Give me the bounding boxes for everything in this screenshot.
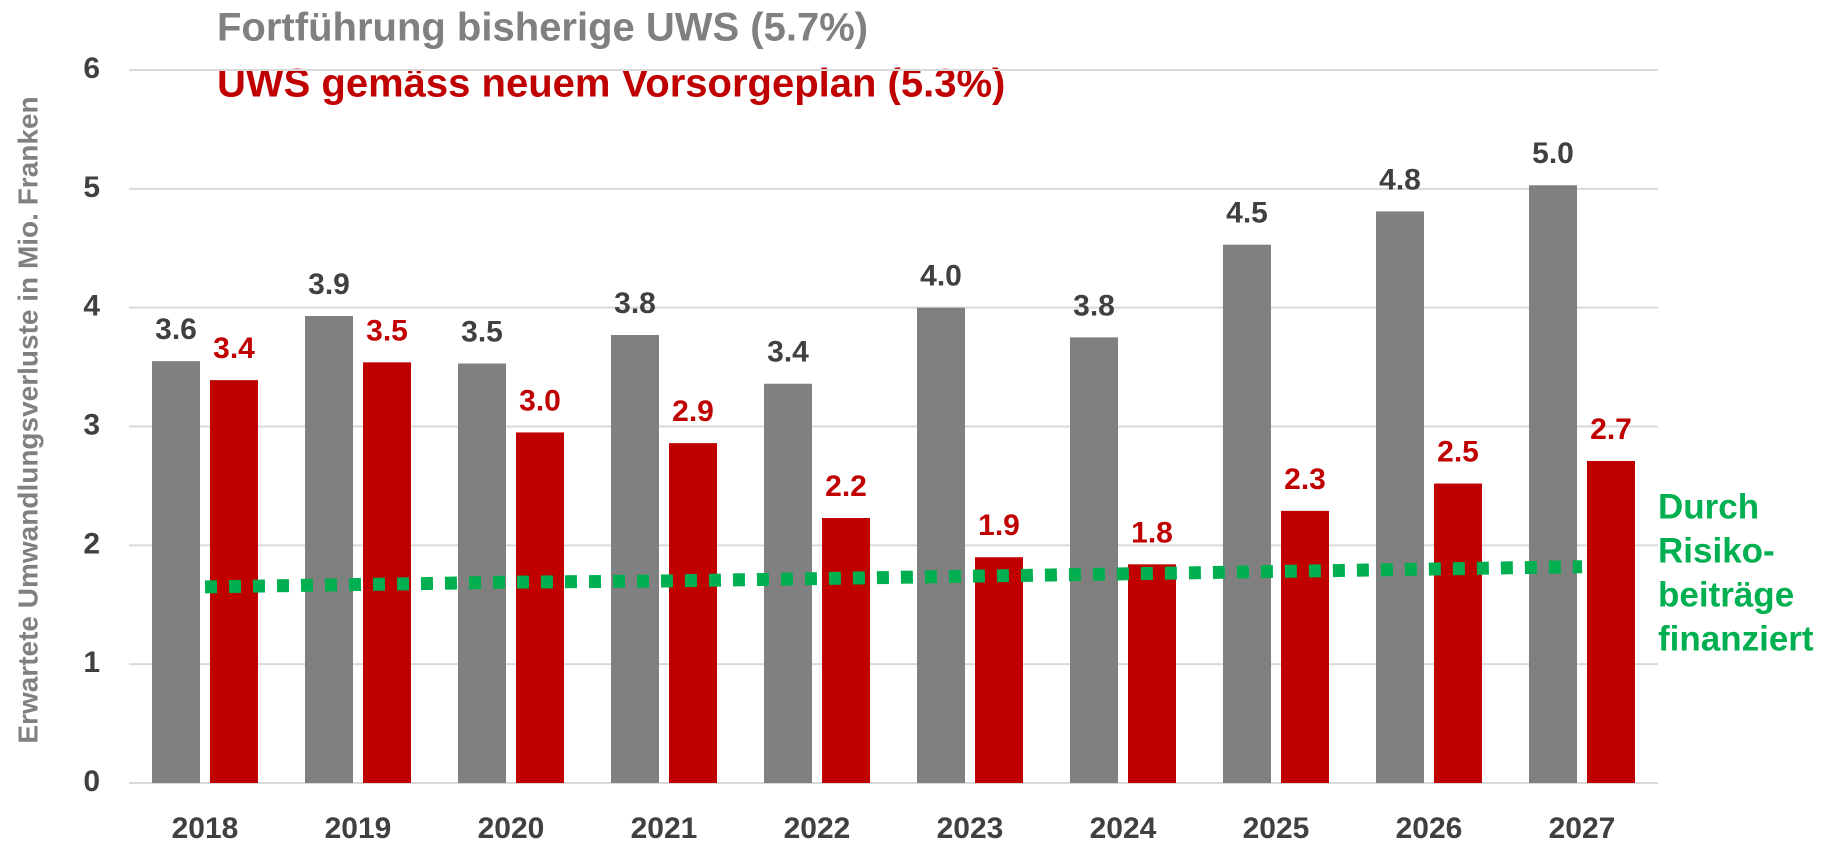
data-label: 3.0 [519,384,561,417]
x-tick-label: 2019 [325,812,392,845]
x-tick-label: 2018 [172,812,239,845]
legend-entry: Fortführung bisherige UWS (5.7%) [217,6,868,50]
data-label: 3.4 [767,336,809,369]
bar [975,557,1023,783]
x-tick-label: 2025 [1243,812,1310,845]
x-tick-label: 2022 [784,812,851,845]
bar [152,361,200,783]
y-tick-label: 4 [83,290,100,323]
data-label: 4.5 [1226,197,1268,230]
data-label: 1.9 [978,509,1020,542]
bar [1281,510,1329,783]
y-axis-label: Erwartete Umwandlungsverluste in Mio. Fr… [12,96,43,743]
data-label: 2.5 [1437,435,1479,468]
bar [669,443,717,783]
x-tick-label: 2026 [1396,812,1463,845]
bar [516,432,564,783]
data-label: 2.9 [672,395,714,428]
x-tick-label: 2027 [1549,812,1616,845]
data-label: 3.8 [614,287,656,320]
data-label: 3.8 [1073,289,1115,322]
data-label: 1.8 [1131,516,1173,549]
bar [1587,460,1635,783]
x-tick-label: 2021 [631,812,698,845]
legend-entry: UWS gemäss neuem Vorsorgeplan (5.3%) [217,62,1005,106]
bar [458,363,506,783]
y-tick-label: 2 [83,527,100,560]
line-label: Durch [1658,487,1759,526]
data-label: 2.3 [1284,463,1326,496]
bar [611,334,659,783]
y-tick-label: 0 [83,765,100,798]
x-tick-label: 2023 [937,812,1004,845]
bar [1376,211,1424,783]
line-label: Risiko- [1658,531,1775,570]
x-tick-label: 2024 [1090,812,1157,845]
bar [1434,483,1482,783]
y-tick-label: 1 [83,646,100,679]
y-tick-label: 3 [83,408,100,441]
y-tick-label: 5 [83,171,100,204]
data-label: 4.0 [920,260,962,293]
line [204,560,1583,594]
data-label: 3.6 [155,313,197,346]
y-tick-label: 6 [83,52,100,85]
line-label: finanziert [1658,619,1814,658]
data-label: 2.2 [825,470,867,503]
bar [1128,564,1176,783]
line-label: beiträge [1658,575,1794,614]
bar [305,315,353,783]
x-tick-label: 2020 [478,812,545,845]
data-label: 3.5 [461,315,503,348]
data-label: 3.5 [366,314,408,347]
data-label: 3.9 [308,268,350,301]
data-label: 3.4 [213,332,255,365]
bar [1070,337,1118,783]
data-label: 4.8 [1379,163,1421,196]
bar [822,518,870,783]
bar [917,307,965,783]
data-label: 2.7 [1590,413,1632,446]
bar [1529,185,1577,784]
bar [1223,244,1271,783]
data-label: 5.0 [1532,137,1574,170]
bar [363,362,411,783]
